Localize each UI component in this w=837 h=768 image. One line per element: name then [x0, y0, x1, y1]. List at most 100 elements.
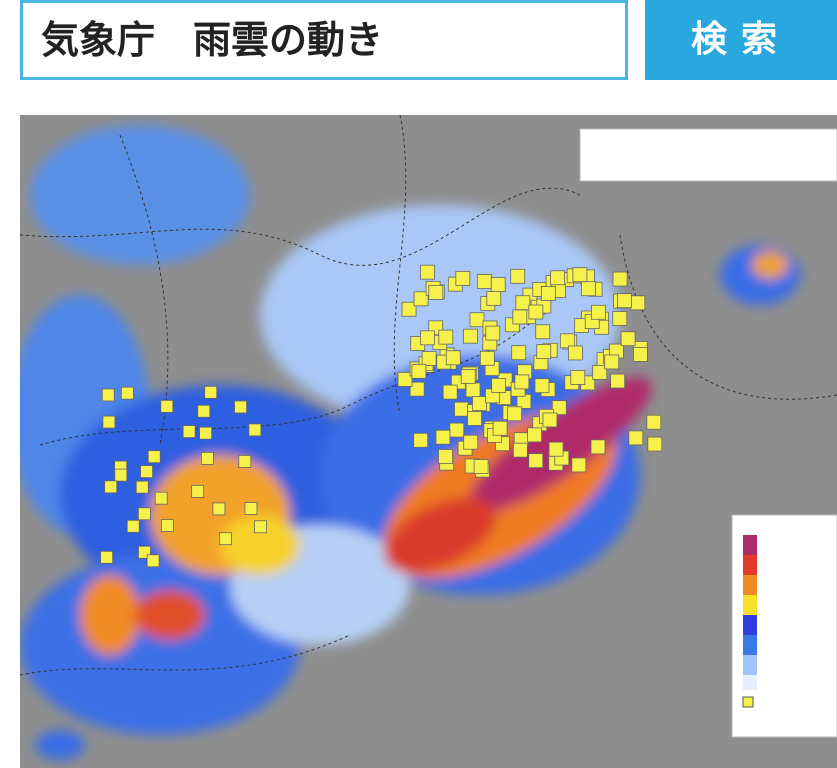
station-marker	[213, 503, 225, 515]
station-marker	[613, 312, 627, 326]
station-marker	[528, 428, 542, 442]
station-marker	[219, 533, 231, 545]
station-marker	[456, 271, 470, 285]
station-marker	[568, 346, 582, 360]
station-marker	[513, 443, 527, 457]
station-marker	[198, 405, 210, 417]
station-marker	[529, 305, 543, 319]
station-marker	[474, 460, 488, 474]
station-marker	[450, 423, 464, 437]
station-marker	[255, 521, 267, 533]
station-marker	[102, 389, 114, 401]
station-marker	[535, 379, 549, 393]
station-marker	[511, 269, 525, 283]
station-marker	[493, 421, 507, 435]
station-marker	[127, 520, 139, 532]
station-marker	[245, 502, 257, 514]
station-marker	[487, 291, 501, 305]
station-marker	[552, 401, 566, 415]
station-marker	[648, 437, 662, 451]
search-button[interactable]: 検索	[645, 0, 837, 80]
station-marker	[439, 330, 453, 344]
station-marker	[631, 296, 645, 310]
station-marker	[201, 452, 213, 464]
station-marker	[147, 555, 159, 567]
station-marker	[633, 347, 647, 361]
station-marker	[422, 351, 436, 365]
station-marker	[466, 383, 480, 397]
station-marker	[621, 332, 635, 346]
station-marker	[537, 345, 551, 359]
station-marker	[105, 481, 117, 493]
legend-colors	[743, 535, 757, 707]
station-marker	[516, 296, 530, 310]
station-marker	[492, 378, 506, 392]
station-marker	[573, 268, 587, 282]
station-marker	[549, 442, 563, 456]
station-marker	[155, 492, 167, 504]
station-marker	[249, 424, 261, 436]
station-marker	[121, 387, 133, 399]
station-marker	[468, 411, 482, 425]
station-marker	[439, 449, 453, 463]
station-marker	[515, 375, 529, 389]
station-marker	[412, 364, 426, 378]
station-marker	[136, 481, 148, 493]
station-marker	[581, 282, 595, 296]
station-marker	[101, 551, 113, 563]
page: 気象庁 雨雲の動き 検索	[0, 0, 837, 768]
station-marker	[205, 386, 217, 398]
station-marker	[613, 272, 627, 286]
station-marker	[235, 401, 247, 413]
station-marker	[161, 519, 173, 531]
station-marker	[103, 416, 115, 428]
station-marker	[414, 433, 428, 447]
station-marker	[491, 278, 505, 292]
station-marker	[605, 355, 619, 369]
station-marker	[443, 385, 457, 399]
station-marker	[141, 466, 153, 478]
search-box[interactable]: 気象庁 雨雲の動き	[20, 0, 628, 80]
info-panel	[580, 129, 837, 181]
station-marker	[464, 435, 478, 449]
station-marker	[513, 310, 527, 324]
station-marker	[591, 440, 605, 454]
station-marker	[115, 469, 127, 481]
station-marker	[239, 455, 251, 467]
station-marker	[536, 325, 550, 339]
station-marker	[161, 400, 173, 412]
station-marker	[455, 402, 469, 416]
station-marker	[183, 426, 195, 438]
station-marker	[148, 451, 160, 463]
station-marker	[480, 351, 494, 365]
station-marker	[529, 454, 543, 468]
station-marker	[629, 431, 643, 445]
station-marker	[543, 413, 557, 427]
station-marker	[591, 305, 605, 319]
station-marker	[551, 271, 565, 285]
station-marker	[647, 415, 661, 429]
station-marker	[463, 329, 477, 343]
station-marker	[429, 285, 443, 299]
station-marker	[473, 397, 487, 411]
station-marker	[446, 351, 460, 365]
station-marker	[420, 265, 434, 279]
station-marker	[512, 346, 526, 360]
station-marker	[421, 331, 435, 345]
station-marker	[617, 294, 631, 308]
station-marker	[611, 374, 625, 388]
station-marker	[572, 458, 586, 472]
radar-map	[20, 115, 837, 768]
station-marker	[200, 427, 212, 439]
station-marker	[436, 430, 450, 444]
station-marker	[508, 407, 522, 421]
station-marker	[192, 485, 204, 497]
station-marker	[541, 286, 555, 300]
station-marker	[477, 275, 491, 289]
station-marker	[138, 508, 150, 520]
station-marker	[470, 313, 484, 327]
search-query[interactable]: 気象庁 雨雲の動き	[41, 3, 383, 77]
station-marker	[461, 369, 475, 383]
station-marker	[571, 370, 585, 384]
station-marker	[486, 326, 500, 340]
